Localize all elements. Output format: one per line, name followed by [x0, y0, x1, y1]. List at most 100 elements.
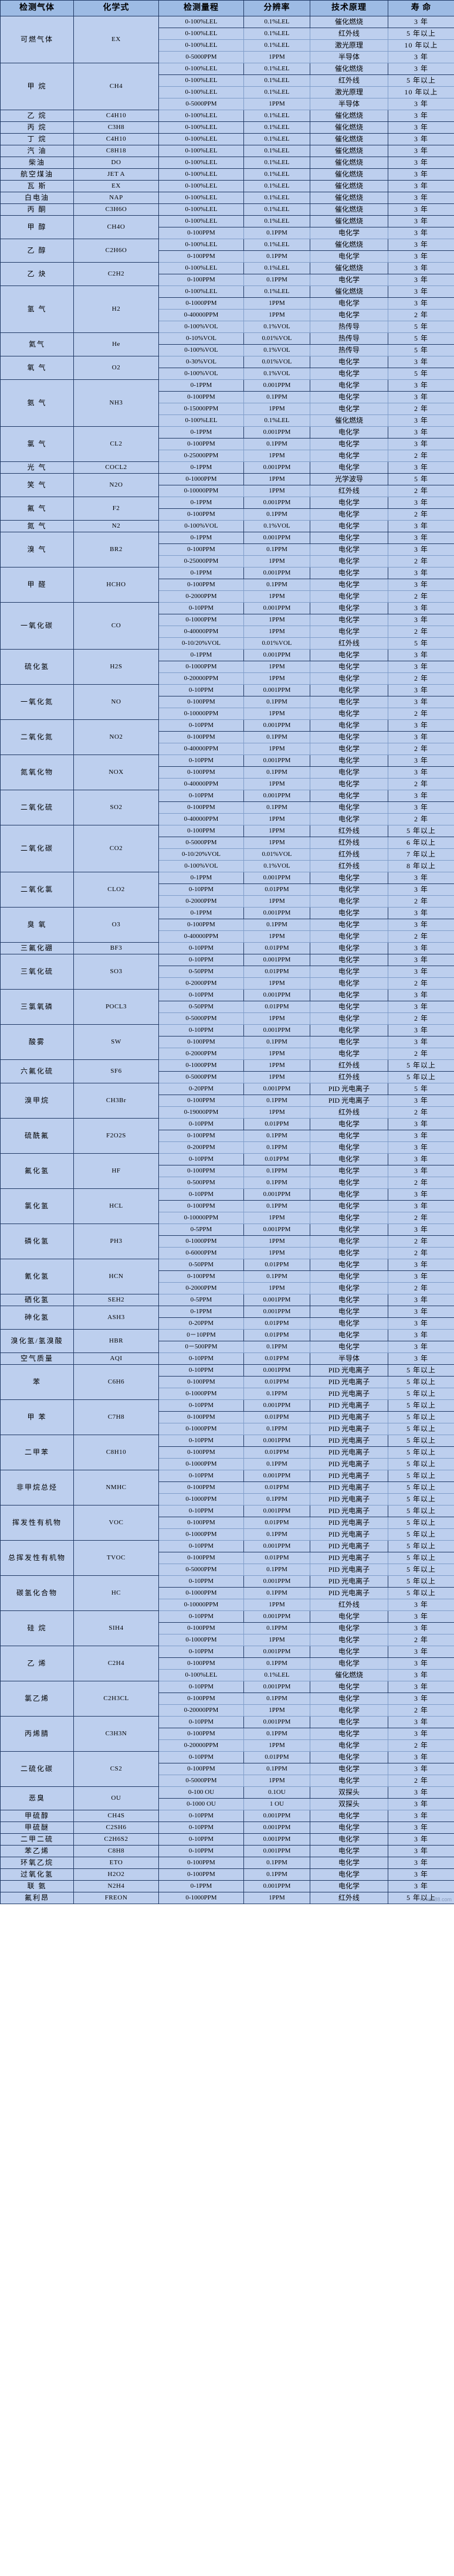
cell-range: 0-100PPM — [158, 1095, 244, 1107]
cell-lifespan: 3 年 — [388, 1001, 454, 1013]
cell-resolution: 1PPM — [243, 1235, 310, 1248]
cell-lifespan: 3 年 — [388, 203, 454, 216]
cell-gas-name: 丙烯腈 — [0, 1716, 74, 1752]
cell-resolution: 0.001PPM — [243, 379, 310, 392]
cell-resolution: 0.1%VOL — [243, 344, 310, 356]
cell-range: 0-100%LEL — [158, 168, 244, 181]
cell-gas-name: 碳氢化合物 — [0, 1575, 74, 1611]
cell-range: 0-100PPM — [158, 919, 244, 931]
cell-resolution: 0.01PPM — [243, 883, 310, 896]
cell-gas-name: 甲硫醚 — [0, 1821, 74, 1834]
cell-technology: 电化学 — [310, 1329, 388, 1341]
table-row: 0-100PPM 0.1PPM 电化学 3 年 — [1, 1165, 454, 1177]
cell-technology: 电化学 — [310, 1024, 388, 1036]
cell-resolution: 1PPM — [243, 1892, 310, 1904]
cell-range: 0-100PPM — [158, 1622, 244, 1634]
cell-gas-name: 苯 — [0, 1364, 74, 1400]
table-row: 0-100PPM 0.1PPM 电化学 3 年 — [1, 274, 454, 286]
cell-technology: 红外线 — [310, 860, 388, 872]
cell-technology: PID 光电离子 — [310, 1587, 388, 1599]
cell-lifespan: 3 年 — [388, 274, 454, 286]
table-row: 甲 烷 CH4 0-100%LEL 0.1%LEL 催化燃烧 3 年 — [0, 63, 454, 110]
cell-lifespan: 2 年 — [388, 895, 454, 908]
cell-lifespan: 3 年 — [388, 1024, 454, 1036]
cell-technology: 催化燃烧 — [310, 286, 388, 298]
cell-range: 0-100PPM — [158, 391, 244, 403]
cell-formula: AQI — [73, 1352, 159, 1365]
table-row: 二氧化氮 NO2 0-10PPM 0.001PPM 电化学 3 年 — [0, 719, 454, 755]
cell-range: 0-1000PPM — [158, 1423, 244, 1435]
cell-resolution: 1PPM — [243, 1048, 310, 1060]
cell-technology: 半导体 — [310, 1352, 388, 1365]
cell-gas-name: 溴甲烷 — [0, 1083, 74, 1119]
column-header-gas: 检测气体 — [0, 0, 74, 16]
cell-formula: C2H4 — [73, 1646, 159, 1681]
cell-gas-name: 氮 气 — [0, 520, 74, 532]
cell-range: 0-10/20%VOL — [158, 637, 244, 650]
cell-range: 0-100PPM — [158, 1868, 244, 1881]
cell-range: 0-500PPM — [158, 1177, 244, 1189]
cell-range: 0-100%LEL — [158, 157, 244, 169]
cell-resolution: 0.1PPM — [243, 1528, 310, 1541]
cell-lifespan: 5 年 — [388, 473, 454, 485]
table-row: 0-2000PPM 1PPM 电化学 2 年 — [1, 1282, 454, 1294]
cell-formula: C2H2 — [73, 262, 159, 286]
cell-technology: 催化燃烧 — [310, 414, 388, 427]
cell-gas-name: 总挥发性有机物 — [0, 1540, 74, 1576]
cell-resolution: 1PPM — [243, 555, 310, 567]
cell-range: 0-100PPM — [158, 825, 244, 837]
cell-technology: 电化学 — [310, 1224, 388, 1236]
cell-gas-name: 氢 气 — [0, 286, 74, 333]
cell-resolution: 1PPM — [243, 930, 310, 943]
cell-range: 0-25000PPM — [158, 450, 244, 462]
cell-resolution: 0.1%LEL — [243, 180, 310, 192]
cell-technology: 电化学 — [310, 274, 388, 286]
cell-lifespan: 3 年 — [388, 63, 454, 75]
cell-gas-name: 光 气 — [0, 461, 74, 474]
cell-range: 0-100PPM — [158, 696, 244, 708]
cell-lifespan: 2 年 — [388, 590, 454, 603]
cell-technology: 电化学 — [310, 543, 388, 556]
cell-resolution: 1PPM — [243, 297, 310, 310]
cell-lifespan: 5 年以上 — [388, 74, 454, 87]
cell-lifespan: 5 年以上 — [388, 1564, 454, 1576]
cell-resolution: 0.1%VOL — [243, 321, 310, 333]
table-row: 过氧化氢 H2O2 0-100PPM 0.1PPM 电化学 3 年 — [0, 1868, 454, 1881]
cell-resolution: 0.1PPM — [243, 438, 310, 450]
cell-formula: C4H10 — [73, 110, 159, 122]
cell-resolution: 0.1PPM — [243, 1165, 310, 1177]
table-row: 0-100PPM 0.1PPM 电化学 3 年 — [1, 1270, 454, 1283]
cell-technology: 电化学 — [310, 1177, 388, 1189]
cell-resolution: 0.1PPM — [243, 1728, 310, 1740]
cell-technology: 电化学 — [310, 966, 388, 978]
cell-formula: C2H3CL — [73, 1681, 159, 1717]
cell-resolution: 0.001PPM — [243, 1224, 310, 1236]
cell-technology: 电化学 — [310, 872, 388, 884]
cell-technology: 电化学 — [310, 1622, 388, 1634]
cell-gas-name: 氟化氢 — [0, 1153, 74, 1189]
cell-lifespan: 2 年 — [388, 1212, 454, 1224]
cell-resolution: 0.01PPM — [243, 1481, 310, 1494]
cell-gas-name: 乙 醇 — [0, 239, 74, 263]
cell-resolution: 0.001PPM — [243, 461, 310, 474]
cell-lifespan: 5 年以上 — [388, 1376, 454, 1388]
cell-lifespan: 2 年 — [388, 555, 454, 567]
cell-range: 0-10PPM — [158, 1610, 244, 1623]
table-row: 0-100PPM 0.1PPM 电化学 3 年 — [1, 696, 454, 708]
cell-technology: 电化学 — [310, 520, 388, 532]
cell-technology: PID 光电离子 — [310, 1095, 388, 1107]
cell-technology: 催化燃烧 — [310, 168, 388, 181]
cell-technology: 催化燃烧 — [310, 180, 388, 192]
cell-formula: CH4S — [73, 1810, 159, 1822]
cell-resolution: 0.1PPM — [243, 1493, 310, 1506]
cell-technology: 电化学 — [310, 1306, 388, 1318]
cell-gas-name: 三氧化硫 — [0, 954, 74, 990]
cell-technology: 电化学 — [310, 1001, 388, 1013]
cell-lifespan: 3 年 — [388, 180, 454, 192]
cell-technology: 电化学 — [310, 497, 388, 509]
cell-resolution: 1PPM — [243, 1012, 310, 1025]
cell-formula: N2O — [73, 473, 159, 497]
cell-technology: 电化学 — [310, 977, 388, 990]
cell-resolution: 0.1PPM — [243, 1423, 310, 1435]
cell-range: 0-100%LEL — [158, 74, 244, 87]
